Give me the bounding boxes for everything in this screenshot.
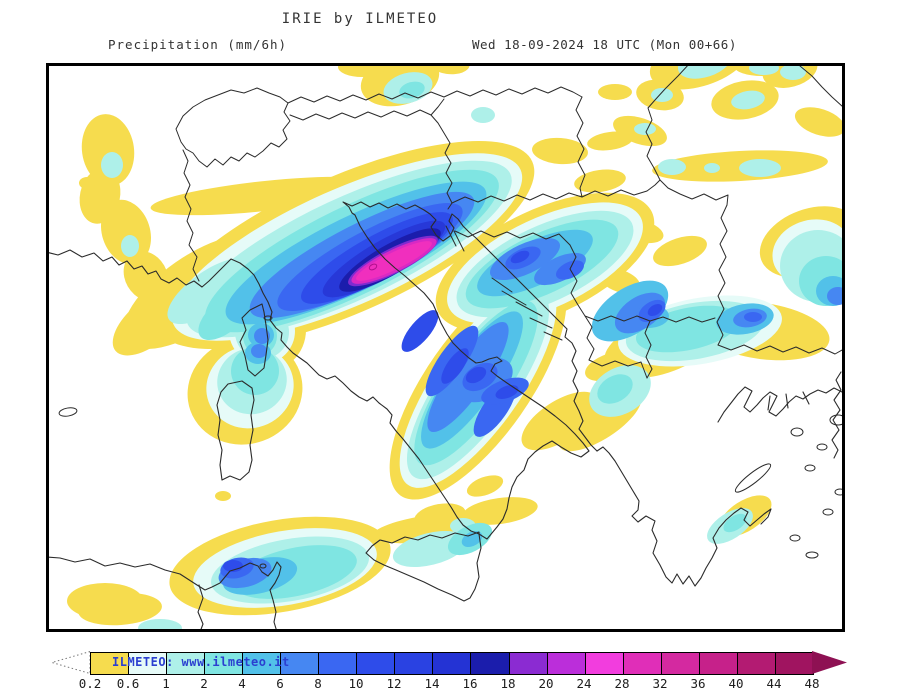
colorbar-tick-label: 28 xyxy=(614,676,630,691)
colorbar-segment xyxy=(128,653,167,674)
scale-overflow-arrow-icon xyxy=(812,651,847,674)
border-austria-hungary xyxy=(575,96,586,198)
colorbar-tick-label: 20 xyxy=(538,676,554,691)
colorbar-segment xyxy=(698,653,737,674)
colorbar-tick-label: 16 xyxy=(462,676,478,691)
border-hungary-serbia xyxy=(581,179,661,198)
border-bosnia-serbia xyxy=(569,244,595,361)
colorbar-segment xyxy=(242,653,281,674)
colorbar xyxy=(90,652,814,675)
colorbar-tick-label: 0.2 xyxy=(78,676,102,691)
valid-time-label: Wed 18-09-2024 18 UTC (Mon 00+66) xyxy=(472,37,737,52)
colorbar-tick-label: 36 xyxy=(690,676,706,691)
colorbar-tick-label: 8 xyxy=(314,676,322,691)
border-austria-north xyxy=(287,86,583,104)
colorbar-segment xyxy=(280,653,319,674)
precipitation-map xyxy=(49,66,842,629)
colorbar-tick-label: 1 xyxy=(162,676,170,691)
border-macedonia-greece xyxy=(644,320,653,379)
colorbar-tick-label: 12 xyxy=(386,676,402,691)
colorbar-tick-label: 40 xyxy=(728,676,744,691)
border-switzerland xyxy=(175,87,291,168)
colorbar-segment xyxy=(622,653,661,674)
colorbar-tick-label: 24 xyxy=(576,676,592,691)
precip-level-24-max-core xyxy=(356,241,432,281)
colorbar-labels: 0.2 0.6 1 2 4 6 8 10 12 14 16 18 20 24 28 32 36 40 44 48 xyxy=(79,676,820,692)
colorbar-segment xyxy=(584,653,623,674)
colorbar-segment xyxy=(204,653,243,674)
colorbar-tick-label: 44 xyxy=(766,676,782,691)
colorbar-segment xyxy=(774,653,813,674)
colorbar-tick-label: 10 xyxy=(348,676,364,691)
border-france-italy xyxy=(182,149,200,282)
colorbar-segment xyxy=(394,653,433,674)
page-title: IRIE by ILMETEO xyxy=(281,11,439,27)
colorbar-tick-label: 18 xyxy=(500,676,516,691)
map-frame xyxy=(46,63,845,632)
border-croatia-bosnia xyxy=(454,230,571,246)
borders-layer xyxy=(175,66,842,379)
border-serbia-romania xyxy=(645,66,729,206)
coast-north-africa xyxy=(49,556,282,629)
coast-greece-north xyxy=(717,386,842,423)
colorbar-segment xyxy=(91,653,129,674)
coastlines-layer xyxy=(49,201,842,629)
colorbar-tick-label: 48 xyxy=(804,676,820,691)
islands-layer xyxy=(58,225,842,569)
coast-corsica xyxy=(239,303,269,377)
colorbar-tick-label: 0.6 xyxy=(116,676,140,691)
border-bulgaria-greece xyxy=(717,344,842,355)
border-algeria-tunisia xyxy=(197,584,204,629)
colorbar-tick-label: 32 xyxy=(652,676,668,691)
colorbar-tick-label: 6 xyxy=(276,676,284,691)
colorbar-segment xyxy=(470,653,509,674)
coast-sicily xyxy=(365,531,482,602)
variable-label: Precipitation (mm/6h) xyxy=(108,37,288,52)
coast-sardinia xyxy=(216,380,255,481)
border-albania-greece xyxy=(588,359,648,379)
colorbar-tick-label: 4 xyxy=(238,676,246,691)
colorbar-segment xyxy=(660,653,699,674)
border-italy-austria xyxy=(289,109,453,210)
colorbar-segment xyxy=(318,653,357,674)
ilmeteo-watermark: ILMETEO: www.ilmeteo.it xyxy=(112,655,290,669)
scale-underflow-triangle-icon xyxy=(50,651,90,674)
border-romania-ne xyxy=(799,66,842,107)
colorbar-tick-label: 14 xyxy=(424,676,440,691)
colorbar-segment xyxy=(432,653,471,674)
colorbar-segment xyxy=(508,653,547,674)
colorbar-tick-label: 2 xyxy=(200,676,208,691)
coast-mainland xyxy=(49,201,598,540)
colorbar-segment xyxy=(356,653,395,674)
colorbar-segment xyxy=(166,653,205,674)
colorbar-segment xyxy=(736,653,775,674)
coast-greece-west xyxy=(596,446,772,587)
colorbar-segment xyxy=(546,653,585,674)
border-slovenia-hungary xyxy=(451,192,583,204)
precip-max-contour xyxy=(368,263,378,271)
border-serbia-bulgaria xyxy=(716,204,728,346)
